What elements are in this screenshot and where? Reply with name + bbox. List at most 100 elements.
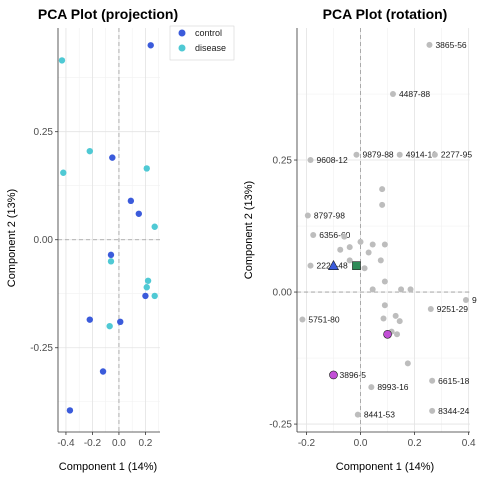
- gene-loading-point: [310, 232, 317, 239]
- disease-point: [58, 57, 66, 64]
- legend-control-dot: [178, 29, 186, 37]
- gene-loading-point: [381, 278, 388, 285]
- gene-loading-point: [361, 265, 368, 272]
- control-point: [147, 42, 154, 49]
- rotation-title: PCA Plot (rotation): [323, 6, 448, 22]
- legend-disease-dot: [178, 44, 186, 52]
- gene-loading-point: [381, 241, 388, 248]
- gene-loading-point: [398, 286, 405, 293]
- x-tick-label: 0.0: [354, 438, 368, 449]
- control-point: [107, 251, 115, 259]
- control-point: [86, 316, 93, 323]
- gene-label: 4487-88: [399, 89, 430, 99]
- gene-loading-point: [429, 377, 436, 384]
- y-tick-label: -0.25: [30, 343, 53, 354]
- disease-point: [106, 322, 113, 330]
- x-tick-label: -0.2: [84, 438, 102, 449]
- gene-label: 8344-24: [438, 406, 469, 416]
- gene-loading-point: [431, 151, 438, 158]
- control-point: [127, 197, 135, 205]
- rotation-panel: PCA Plot (rotation) 3865-56 4487-88 9879-8…: [243, 6, 477, 473]
- gene-loading-point: [307, 262, 314, 269]
- gene-label: 8797-98: [314, 210, 345, 220]
- legend-control-label: control: [195, 28, 222, 38]
- gene-label: 9: [472, 295, 477, 305]
- rotation-x-axis-title: Component 1 (14%): [336, 461, 434, 473]
- gene-loading-point: [427, 305, 434, 312]
- legend-disease-label: disease: [195, 43, 226, 53]
- gene-loading-point: [337, 246, 344, 253]
- gene-loading-point: [429, 407, 436, 414]
- gene-loading-point: [369, 241, 376, 248]
- projection-ticks: -0.4 -0.2 0.0 0.2 -0.25 0.00 0.25: [30, 127, 153, 449]
- rotation-y-axis-title: Component 2 (13%): [243, 181, 255, 279]
- disease-point: [60, 169, 67, 176]
- gene-loading-point: [379, 186, 386, 193]
- disease-point: [107, 258, 115, 265]
- gene-loading-point: [341, 233, 348, 240]
- gene-label: 4914-10: [406, 150, 437, 160]
- gene-loading-point: [392, 312, 399, 319]
- x-tick-label: -0.2: [298, 438, 316, 449]
- y-tick-label: 0.25: [34, 127, 54, 138]
- gene-loading-point: [307, 157, 314, 164]
- y-tick-label: -0.25: [269, 420, 292, 431]
- gene-loading-point: [396, 318, 403, 325]
- gene-label: 9879-88: [362, 150, 393, 160]
- gene-label: 8441-53: [364, 410, 395, 420]
- disease-point: [151, 292, 158, 300]
- x-tick-label: 0.2: [408, 438, 422, 449]
- y-tick-label: 0.25: [273, 156, 293, 167]
- y-tick-label: 0.00: [34, 235, 54, 246]
- projection-grid: [57, 28, 160, 433]
- marker-label: 3896-5: [339, 370, 366, 380]
- projection-y-axis-title: Component 2 (13%): [6, 189, 18, 287]
- legend: control disease: [169, 25, 235, 61]
- gene-loading-point: [354, 411, 361, 418]
- x-tick-label: 0.2: [138, 438, 152, 449]
- rotation-points: 3865-56 4487-88 9879-88 4914-10 2277-95 9608-…: [299, 40, 477, 420]
- gene-label: 8993-16: [377, 382, 408, 392]
- projection-panel: PCA Plot (projection) -0.4 -0.2 0.0 0.2 -0.2…: [6, 6, 178, 473]
- x-tick-label: 0.0: [112, 438, 126, 449]
- gene-label: 2277-95: [441, 150, 472, 160]
- projection-x-axis-title: Component 1 (14%): [59, 461, 157, 473]
- control-point: [109, 154, 116, 161]
- gene-loading-point: [407, 286, 414, 293]
- circle-marker: [383, 330, 392, 339]
- gene-loading-point: [368, 384, 375, 391]
- gene-label: 6615-18: [438, 376, 469, 386]
- gene-loading-point: [357, 238, 364, 245]
- x-tick-label: 0.4: [462, 438, 476, 449]
- rotation-ticks: -0.2 0.0 0.2 0.4 -0.25 0.00 0.25: [269, 156, 476, 449]
- gene-loading-point: [462, 296, 469, 303]
- gene-loading-point: [394, 331, 401, 338]
- control-point: [99, 368, 107, 375]
- gene-loading-point: [369, 286, 376, 293]
- control-point: [142, 292, 149, 300]
- control-point: [117, 318, 124, 326]
- projection-title: PCA Plot (projection): [38, 6, 178, 22]
- gene-loading-point: [299, 316, 306, 323]
- gene-loading-point: [304, 212, 311, 219]
- square-marker: [352, 261, 361, 270]
- gene-loading-point: [426, 41, 433, 48]
- projection-points: [58, 42, 158, 414]
- gene-loading-point: [365, 249, 372, 256]
- gene-loading-point: [379, 201, 386, 208]
- gene-label: 3865-56: [435, 40, 466, 50]
- gene-loading-point: [380, 315, 387, 322]
- gene-loading-point: [353, 151, 360, 158]
- gene-label: 5751-80: [308, 315, 339, 325]
- gene-loading-point: [404, 360, 411, 367]
- y-tick-label: 0.00: [273, 288, 293, 299]
- disease-point: [151, 223, 158, 230]
- rotation-grid: [296, 28, 470, 433]
- gene-label: 9251-29: [437, 304, 468, 314]
- gene-label: 6356-60: [319, 230, 350, 240]
- circle-marker: [329, 370, 338, 380]
- disease-point: [143, 165, 150, 172]
- disease-point: [144, 277, 152, 284]
- gene-loading-point: [346, 244, 353, 251]
